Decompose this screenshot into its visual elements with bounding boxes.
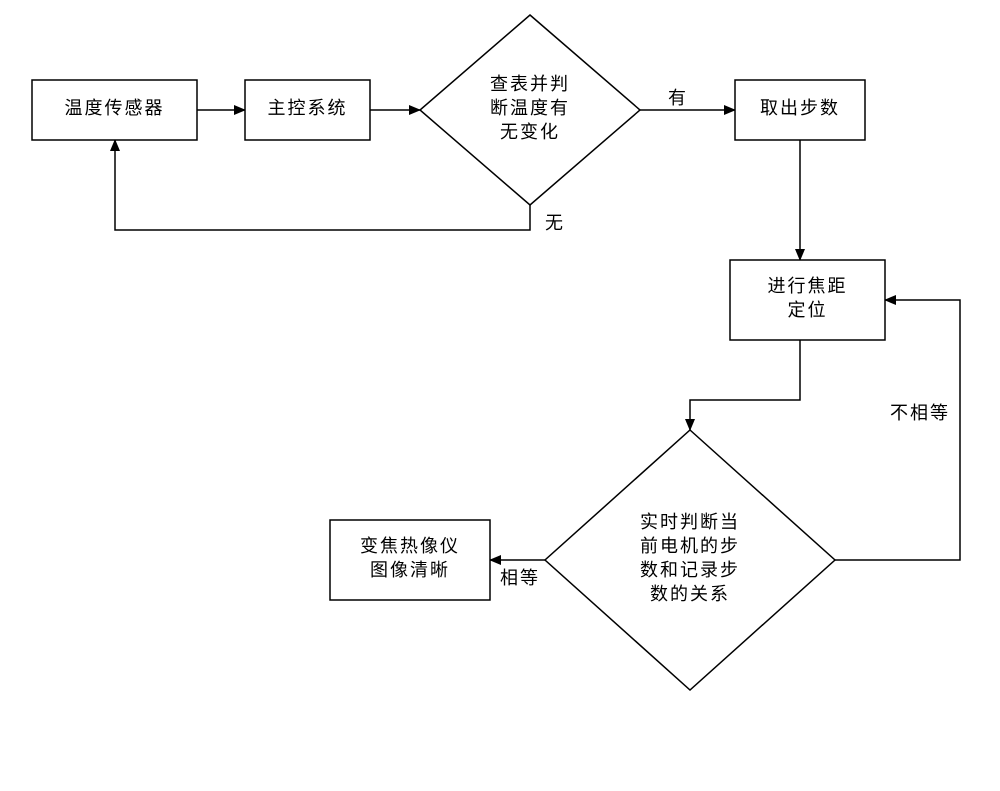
node-n5: 进行焦距定位 (730, 260, 885, 340)
node-n5-text-line: 进行焦距 (768, 276, 848, 296)
node-n6-text-line: 前电机的步 (640, 536, 740, 556)
node-n2-text-line: 主控系统 (268, 98, 348, 118)
edge-label-3: 无 (545, 213, 565, 233)
node-n6-text-line: 实时判断当 (640, 512, 740, 532)
edge-n3-n1 (115, 140, 530, 230)
node-n3-text-line: 无变化 (500, 122, 560, 142)
node-n1: 温度传感器 (32, 80, 197, 140)
node-n7-text-line: 图像清晰 (370, 560, 450, 580)
edge-label-6: 不相等 (890, 403, 950, 423)
node-n5-text-line: 定位 (788, 300, 828, 320)
edge-label-7: 相等 (500, 568, 540, 588)
node-n7: 变焦热像仪图像清晰 (330, 520, 490, 600)
node-n3: 查表并判断温度有无变化 (420, 15, 640, 205)
edge-n5-n6 (690, 340, 800, 430)
node-n2: 主控系统 (245, 80, 370, 140)
node-n6-text-line: 数的关系 (650, 584, 730, 604)
node-n4-text-line: 取出步数 (760, 98, 840, 118)
node-n3-text-line: 查表并判 (490, 74, 570, 94)
node-n7-text-line: 变焦热像仪 (360, 536, 460, 556)
node-n6-text-line: 数和记录步 (640, 560, 740, 580)
edge-label-2: 有 (668, 88, 688, 108)
node-n6: 实时判断当前电机的步数和记录步数的关系 (545, 430, 835, 690)
node-n1-text-line: 温度传感器 (65, 98, 165, 118)
node-n4: 取出步数 (735, 80, 865, 140)
node-n3-text-line: 断温度有 (490, 98, 570, 118)
flowchart-canvas: 有无不相等相等 温度传感器 主控系统 查表并判断温度有无变化 取出步数进行焦距定位实时… (0, 0, 1000, 791)
nodes-layer: 温度传感器 主控系统 查表并判断温度有无变化 取出步数进行焦距定位实时判断当前电机的步… (32, 15, 885, 690)
